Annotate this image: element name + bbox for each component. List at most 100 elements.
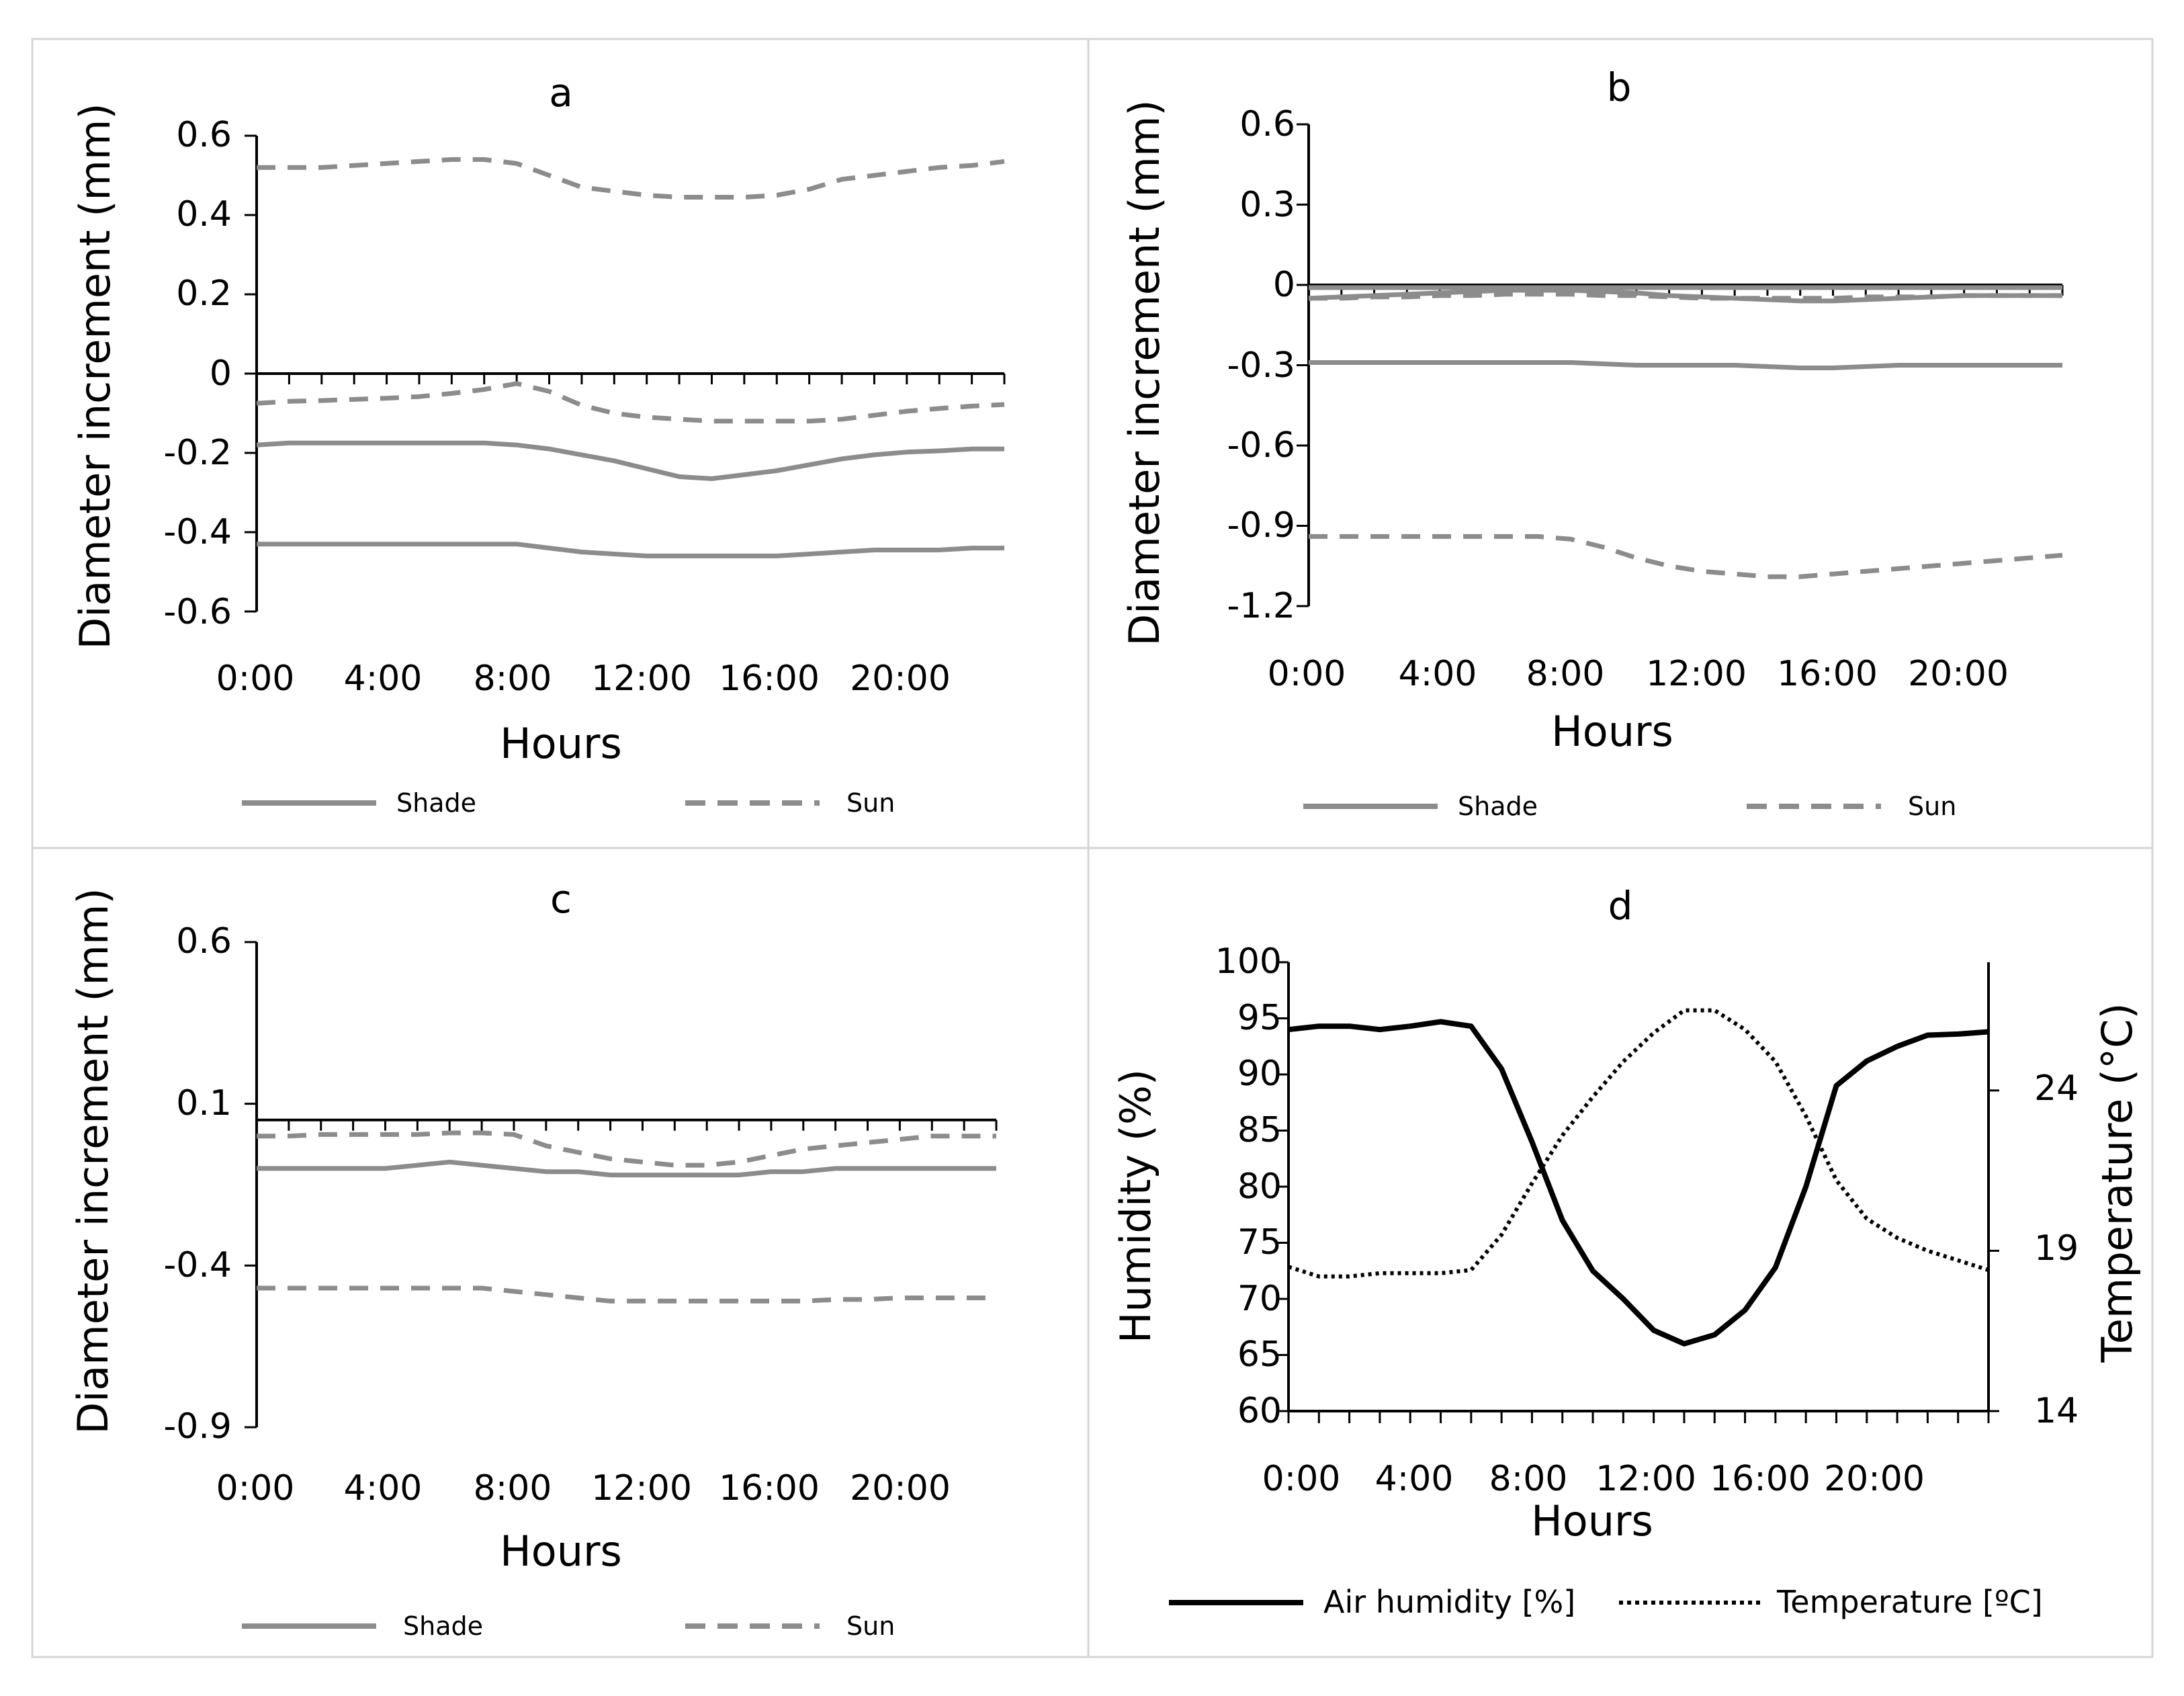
panel-b-y-tick-label: 0 xyxy=(1273,265,1295,305)
panel-a-legend-sun-label: Sun xyxy=(846,788,895,818)
panel-a-x-tick-label: 8:00 xyxy=(474,659,552,699)
panel-d-x-tick-label: 0:00 xyxy=(1262,1459,1341,1499)
panel-d-x-ticks: 0:00 4:00 8:00 12:00 16:00 20:00 xyxy=(1262,1459,1925,1499)
panel-a-y-tick-label: 0 xyxy=(210,353,232,394)
panel-c-x-axis-title: Hours xyxy=(500,1527,622,1576)
plot-layer xyxy=(245,123,2064,1429)
panel-d-y-ticks: 100 95 90 85 80 75 70 65 60 xyxy=(1215,941,1282,1431)
panel-c-y-axis-title: Diameter increment (mm) xyxy=(69,888,118,1434)
panel-b-x-tick-label: 16:00 xyxy=(1777,654,1878,694)
panel-a-y-axis-title: Diameter increment (mm) xyxy=(71,103,120,649)
panel-b-series-sun-line xyxy=(1309,534,2063,579)
panel-a-y-tick-label: 0.6 xyxy=(176,115,232,155)
panel-a-x-tick-label: 0:00 xyxy=(216,659,295,699)
panel-d-legend: Air humidity [%] Temperature [ºC] xyxy=(1169,1584,2043,1620)
panel-b-x-tick-label: 8:00 xyxy=(1526,654,1605,694)
panel-b-legend: Shade Sun xyxy=(1303,792,1956,821)
panel-a-legend: Shade Sun xyxy=(242,788,895,818)
panel-c-legend-shade-label: Shade xyxy=(403,1611,483,1641)
panel-d-y-tick-label: 65 xyxy=(1237,1334,1282,1375)
panel-c-x-tick-label: 4:00 xyxy=(344,1468,423,1509)
panel-a-legend-shade-label: Shade xyxy=(396,788,476,818)
panel-d-series-humidity-line xyxy=(1288,1019,1989,1347)
panel-b-x-tick-label: 0:00 xyxy=(1268,654,1346,694)
panel-a-y-tick-label: 0.4 xyxy=(176,194,232,235)
panel-c-series-shade-line xyxy=(257,1159,996,1178)
panel-d-y-tick-label: 70 xyxy=(1237,1279,1282,1319)
panel-c-y-tick-label: 0.6 xyxy=(176,921,232,962)
panel-b-series-sun-line xyxy=(1309,292,2062,301)
panel-c-legend-sun-label: Sun xyxy=(846,1611,895,1641)
panel-a-x-ticks: 0:00 4:00 8:00 12:00 16:00 20:00 xyxy=(216,659,951,699)
panel-b-title: b xyxy=(1607,65,1632,110)
panel-c-series-sun-line xyxy=(257,1285,996,1304)
panel-b-y-tick-label: -0.3 xyxy=(1227,345,1295,386)
panel-d-title: d xyxy=(1608,883,1633,929)
panel-d-x-tick-label: 16:00 xyxy=(1710,1459,1810,1499)
panel-b-x-tick-label: 4:00 xyxy=(1399,654,1477,694)
panel-d: d Humidity (%) Temperature (°C) Hours 10… xyxy=(1111,883,2142,1620)
panel-b-x-tick-label: 12:00 xyxy=(1646,654,1747,694)
panel-b: b Diameter increment (mm) Hours 0.6 0.3 … xyxy=(1120,65,2009,821)
panel-c-x-tick-label: 16:00 xyxy=(719,1468,820,1509)
panel-b-y-ticks: 0.6 0.3 0 -0.3 -0.6 -0.9 -1.2 xyxy=(1227,104,1295,626)
panel-d-x-axis-title: Hours xyxy=(1531,1496,1653,1545)
panel-c-legend: Shade Sun xyxy=(242,1611,895,1641)
panel-d-y-tick-label: 95 xyxy=(1237,998,1282,1038)
panel-d-x-tick-label: 4:00 xyxy=(1375,1459,1454,1499)
panel-c-x-tick-label: 12:00 xyxy=(591,1468,692,1509)
panel-c: c Diameter increment (mm) Hours 0.6 0.1 … xyxy=(69,876,951,1641)
panel-c-x-tick-label: 8:00 xyxy=(474,1468,552,1509)
panel-d-y-tick-label: 60 xyxy=(1237,1391,1282,1431)
panel-d-y-tick-label: 85 xyxy=(1237,1110,1282,1150)
panel-d-frame xyxy=(1087,847,2154,1658)
panel-a-y-tick-label: 0.2 xyxy=(176,273,232,314)
panel-d-y2-ticks: 24 19 14 xyxy=(2034,1068,2079,1431)
panel-c-y-tick-label: 0.1 xyxy=(176,1083,232,1123)
panel-a-x-tick-label: 16:00 xyxy=(719,659,820,699)
panel-d-y-tick-label: 90 xyxy=(1237,1054,1282,1094)
panel-c-x-tick-label: 0:00 xyxy=(216,1468,295,1509)
panel-c-y-ticks: 0.6 0.1 -0.4 -0.9 xyxy=(164,921,232,1447)
panel-b-legend-shade-label: Shade xyxy=(1458,792,1538,821)
panel-d-x-tick-label: 8:00 xyxy=(1489,1459,1568,1499)
panel-b-x-axis-title: Hours xyxy=(1551,707,1673,756)
panel-d-y2-tick-label: 14 xyxy=(2034,1391,2079,1431)
panel-a-y-ticks: 0.6 0.4 0.2 0 -0.2 -0.4 -0.6 xyxy=(164,115,232,632)
panel-d-legend-humidity-label: Air humidity [%] xyxy=(1323,1584,1575,1620)
panel-c-y-tick-label: -0.9 xyxy=(164,1406,232,1447)
panel-a-series-sun-line xyxy=(256,381,1005,424)
panel-b-y-tick-label: 0.6 xyxy=(1239,104,1295,144)
panel-a-series-shade-line xyxy=(257,542,1004,558)
panel-d-y2-tick-label: 19 xyxy=(2034,1228,2079,1269)
panel-b-series-shade-line xyxy=(1309,360,2062,370)
panel-a-series-sun-line xyxy=(257,157,1005,200)
panel-b-legend-sun-label: Sun xyxy=(1908,792,1956,821)
panel-a-y-tick-label: -0.6 xyxy=(164,592,232,632)
panel-a-x-tick-label: 12:00 xyxy=(591,659,692,699)
panel-b-y-tick-label: -1.2 xyxy=(1227,586,1295,626)
panel-d-y2-axis-title: Temperature (°C) xyxy=(2093,1003,2142,1363)
panel-c-y-tick-label: -0.4 xyxy=(164,1245,232,1285)
panel-d-y-tick-label: 80 xyxy=(1237,1167,1282,1207)
panel-d-x-tick-label: 20:00 xyxy=(1824,1459,1925,1499)
panel-d-x-tick-label: 12:00 xyxy=(1596,1459,1696,1499)
panel-c-x-ticks: 0:00 4:00 8:00 12:00 16:00 20:00 xyxy=(216,1468,951,1509)
panel-a-x-tick-label: 20:00 xyxy=(850,659,951,699)
panel-c-title: c xyxy=(550,876,572,922)
panel-d-y2-tick-label: 24 xyxy=(2034,1068,2079,1109)
panel-d-y-tick-label: 100 xyxy=(1215,941,1282,982)
panel-a-title: a xyxy=(549,70,573,116)
panel-a-y-tick-label: -0.4 xyxy=(164,512,232,552)
panel-b-y-tick-label: -0.6 xyxy=(1227,425,1295,466)
panel-d-legend-temperature-label: Temperature [ºC] xyxy=(1776,1584,2043,1620)
panel-d-series-temperature-line xyxy=(1288,1008,1989,1279)
panel-b-y-axis-title: Diameter increment (mm) xyxy=(1120,99,1169,646)
panel-d-y-tick-label: 75 xyxy=(1237,1222,1282,1263)
panel-b-y-tick-label: 0.3 xyxy=(1239,185,1295,225)
panel-d-y-axis-title: Humidity (%) xyxy=(1111,1069,1160,1343)
panel-a: a Diameter increment (mm) Hours 0.6 0.4 … xyxy=(71,70,951,818)
panel-c-x-tick-label: 20:00 xyxy=(850,1468,951,1509)
panel-b-x-ticks: 0:00 4:00 8:00 12:00 16:00 20:00 xyxy=(1268,654,2009,694)
